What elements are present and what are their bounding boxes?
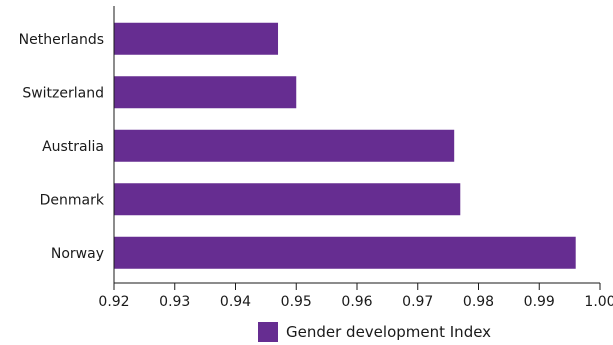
- x-tick-label: 0.93: [159, 294, 190, 310]
- x-tick-label: 0.95: [281, 294, 312, 310]
- category-labels: Netherlands Switzerland Australia Denmark No…: [19, 32, 105, 262]
- x-tick-label: 0.96: [341, 294, 372, 310]
- legend: Gender development Index: [258, 322, 491, 342]
- legend-label: Gender development Index: [286, 323, 491, 341]
- bar-switzerland: [114, 76, 297, 109]
- x-tick-label: 0.94: [220, 294, 251, 310]
- category-label: Netherlands: [19, 32, 104, 48]
- category-label: Denmark: [40, 192, 105, 208]
- x-tick-label: 0.98: [463, 294, 494, 310]
- category-label: Australia: [42, 139, 104, 155]
- bar-denmark: [114, 183, 461, 216]
- x-tick-label: 0.92: [98, 294, 129, 310]
- bars: [114, 22, 576, 269]
- category-label: Norway: [51, 246, 104, 262]
- bar-norway: [114, 236, 576, 269]
- category-label: Switzerland: [22, 85, 104, 101]
- legend-swatch: [258, 322, 278, 342]
- x-tick-label: 0.99: [524, 294, 555, 310]
- x-tick-label: 0.97: [402, 294, 433, 310]
- bar-netherlands: [114, 22, 279, 55]
- x-axis-ticks: 0.92 0.93 0.94 0.95 0.96 0.97 0.98 0.99 1.00: [98, 283, 613, 310]
- bar-australia: [114, 129, 455, 162]
- x-tick-label: 1.00: [584, 294, 613, 310]
